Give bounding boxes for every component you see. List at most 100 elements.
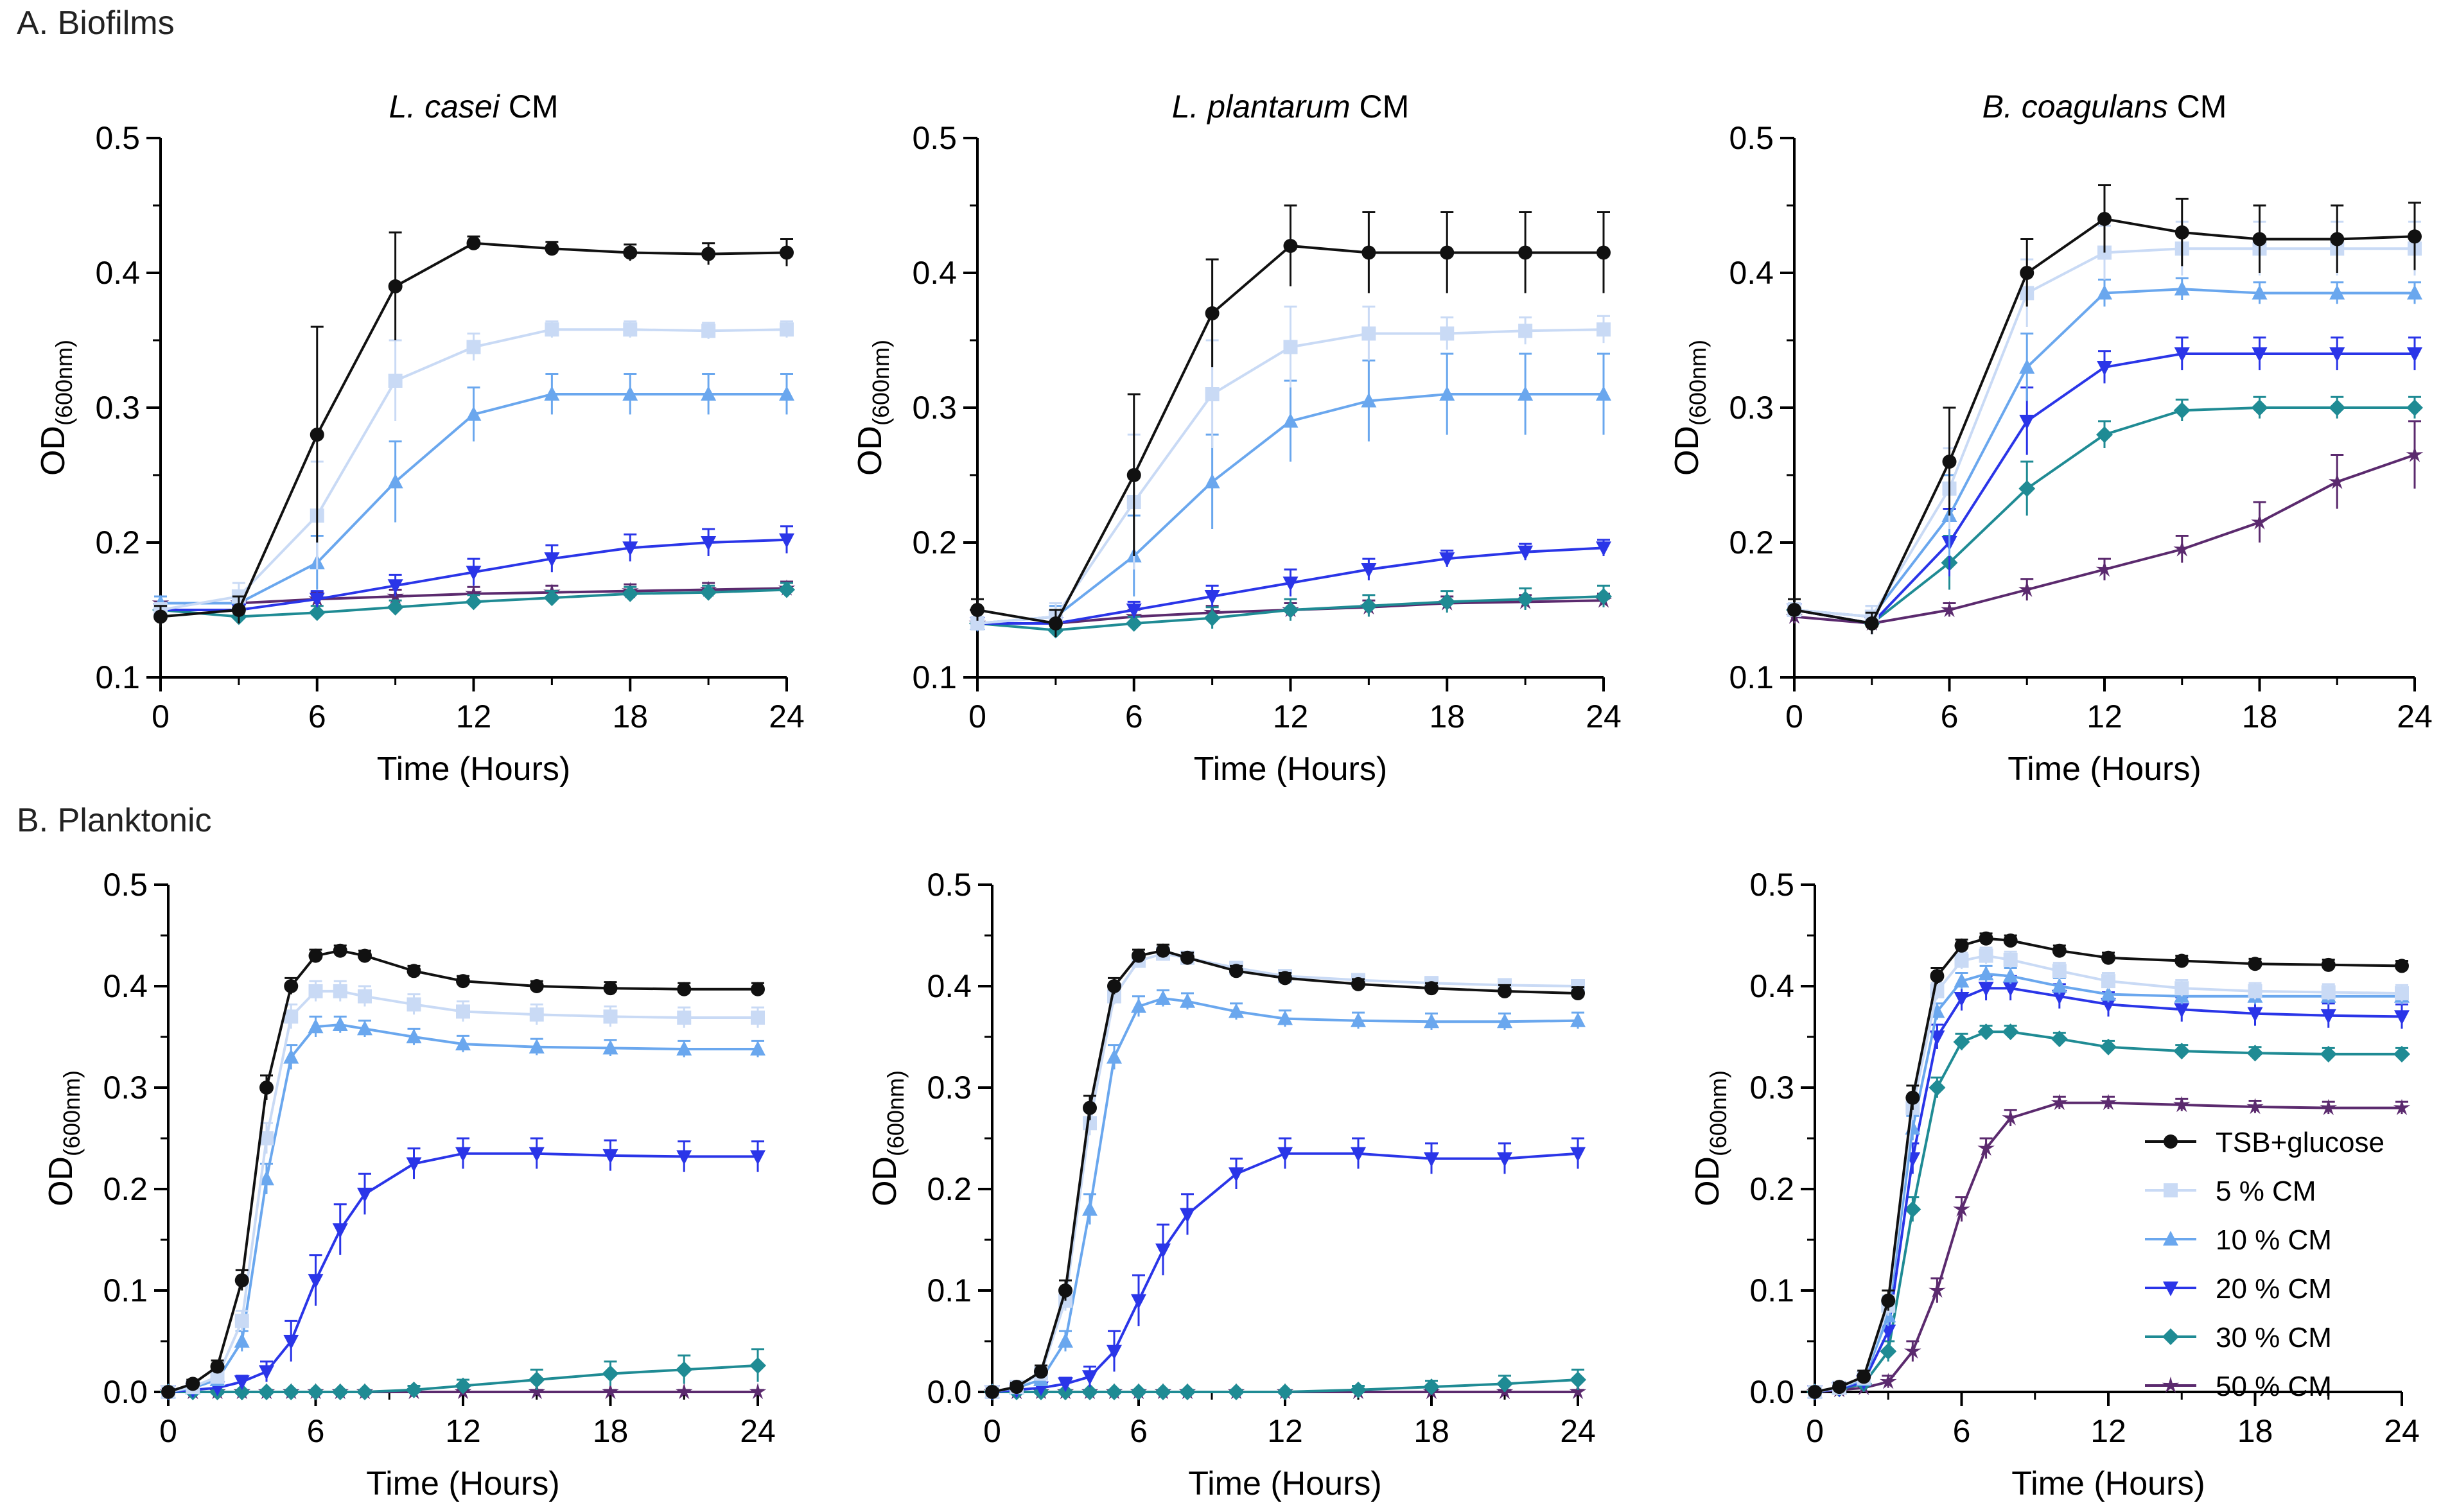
data-point — [1204, 473, 1220, 489]
data-point — [2100, 1038, 2117, 1056]
data-point — [1229, 1003, 1244, 1018]
series-20-cm — [970, 539, 1611, 632]
y-tick-label: 0.2 — [1749, 1171, 1794, 1207]
data-point — [284, 1009, 299, 1024]
legend-label: 50 % CM — [2216, 1371, 2332, 1402]
data-point — [2394, 1010, 2410, 1025]
data-point — [1106, 1384, 1123, 1400]
y-tick-label: 0.1 — [95, 659, 140, 695]
data-point — [602, 1365, 619, 1382]
data-point — [529, 1007, 544, 1022]
x-tick-label: 0 — [152, 699, 170, 734]
data-point — [1787, 603, 1801, 617]
data-point — [1179, 1384, 1196, 1400]
legend-item-tsb-glucose: TSB+glucose — [2145, 1127, 2384, 1158]
data-point — [2101, 974, 2115, 989]
series-tsb-glucose — [153, 231, 794, 628]
legend-label: 30 % CM — [2216, 1322, 2332, 1353]
x-tick-label: 6 — [1953, 1413, 1971, 1449]
data-point — [1058, 1333, 1073, 1348]
data-point — [283, 1335, 299, 1350]
data-point — [1496, 1375, 1513, 1393]
data-point — [466, 406, 482, 421]
data-point — [2002, 968, 2018, 983]
data-point — [1082, 1370, 1098, 1386]
data-point — [675, 1383, 693, 1400]
series-tsb-glucose — [985, 943, 1585, 1399]
data-point — [283, 1384, 300, 1400]
series-20-cm — [984, 1137, 1586, 1400]
data-point — [779, 533, 794, 548]
chart-title-species: B. coagulans — [1982, 89, 2168, 125]
data-point — [1180, 950, 1194, 965]
data-point — [1518, 545, 1534, 560]
y-tick-label: 0.2 — [912, 525, 957, 560]
y-axis-label-main: OD — [1668, 426, 1706, 476]
data-point — [2329, 347, 2345, 362]
legend-item-20-cm: 20 % CM — [2145, 1273, 2332, 1305]
data-point — [1034, 1364, 1048, 1379]
y-tick-label: 0.0 — [103, 1374, 148, 1410]
data-point — [701, 536, 717, 551]
chart-title-species: L. plantarum — [1172, 89, 1351, 125]
data-point — [455, 1147, 471, 1162]
x-axis-label: Time (Hours) — [1188, 1465, 1381, 1502]
y-axis-label-sub: (600nm) — [882, 1070, 909, 1156]
x-tick-label: 0 — [968, 699, 986, 734]
data-point — [1439, 386, 1455, 401]
data-point — [1570, 1371, 1586, 1389]
legend-label: 20 % CM — [2216, 1273, 2332, 1305]
section-label-biofilms: A. Biofilms — [17, 4, 175, 42]
data-point — [2395, 986, 2409, 1001]
legend-item-10-cm: 10 % CM — [2145, 1224, 2332, 1256]
data-point — [2002, 1023, 2019, 1041]
y-tick-label: 0.4 — [1729, 255, 1774, 291]
data-point — [2096, 426, 2113, 443]
x-axis-label: Time (Hours) — [366, 1465, 559, 1502]
data-point — [1048, 616, 1063, 630]
data-point — [388, 279, 403, 293]
data-point — [2095, 560, 2113, 577]
data-point — [1857, 1369, 1871, 1384]
data-point — [387, 579, 403, 595]
data-point — [1942, 455, 1957, 469]
data-point — [1205, 387, 1220, 401]
x-tick-label: 18 — [612, 699, 648, 734]
data-point — [750, 1040, 766, 1056]
series-20-cm — [161, 1137, 766, 1400]
data-point — [1596, 541, 1611, 557]
data-point — [284, 979, 299, 993]
y-tick-label: 0.1 — [1749, 1273, 1794, 1308]
y-tick-label: 0.5 — [927, 867, 972, 903]
series-line — [168, 1152, 758, 1393]
data-point — [1351, 1012, 1366, 1027]
data-point — [1350, 1381, 1367, 1398]
series-tsb-glucose — [970, 204, 1611, 637]
data-point — [1204, 590, 1220, 605]
x-tick-label: 0 — [159, 1413, 177, 1449]
series-50-cm — [1785, 420, 2424, 631]
x-tick-label: 18 — [2242, 699, 2278, 734]
data-point — [2097, 212, 2112, 226]
data-point — [1058, 1283, 1072, 1298]
data-point — [1439, 552, 1455, 568]
chart-title: L. casei CM — [389, 89, 559, 125]
chart-panel-4: 0.0 0.1 0.2 0.3 0.4 0.5 0 6 12 18 24 Time (Hours) OD… — [42, 867, 776, 1502]
data-point — [1979, 948, 1993, 963]
data-point — [2052, 943, 2067, 958]
data-point — [1180, 1208, 1195, 1223]
series-tsb-glucose — [1808, 931, 2409, 1399]
data-point — [2174, 225, 2189, 239]
x-tick-label: 0 — [1785, 699, 1803, 734]
data-point — [2252, 347, 2268, 362]
data-point — [1570, 1012, 1586, 1027]
y-tick-label: 0.3 — [95, 390, 140, 426]
y-tick-label: 0.3 — [912, 390, 957, 426]
data-point — [1881, 1293, 1896, 1308]
data-point — [210, 1359, 225, 1374]
data-point — [186, 1377, 200, 1391]
data-point — [1277, 1384, 1293, 1400]
x-tick-label: 12 — [1267, 1413, 1303, 1449]
data-point — [283, 1048, 299, 1064]
